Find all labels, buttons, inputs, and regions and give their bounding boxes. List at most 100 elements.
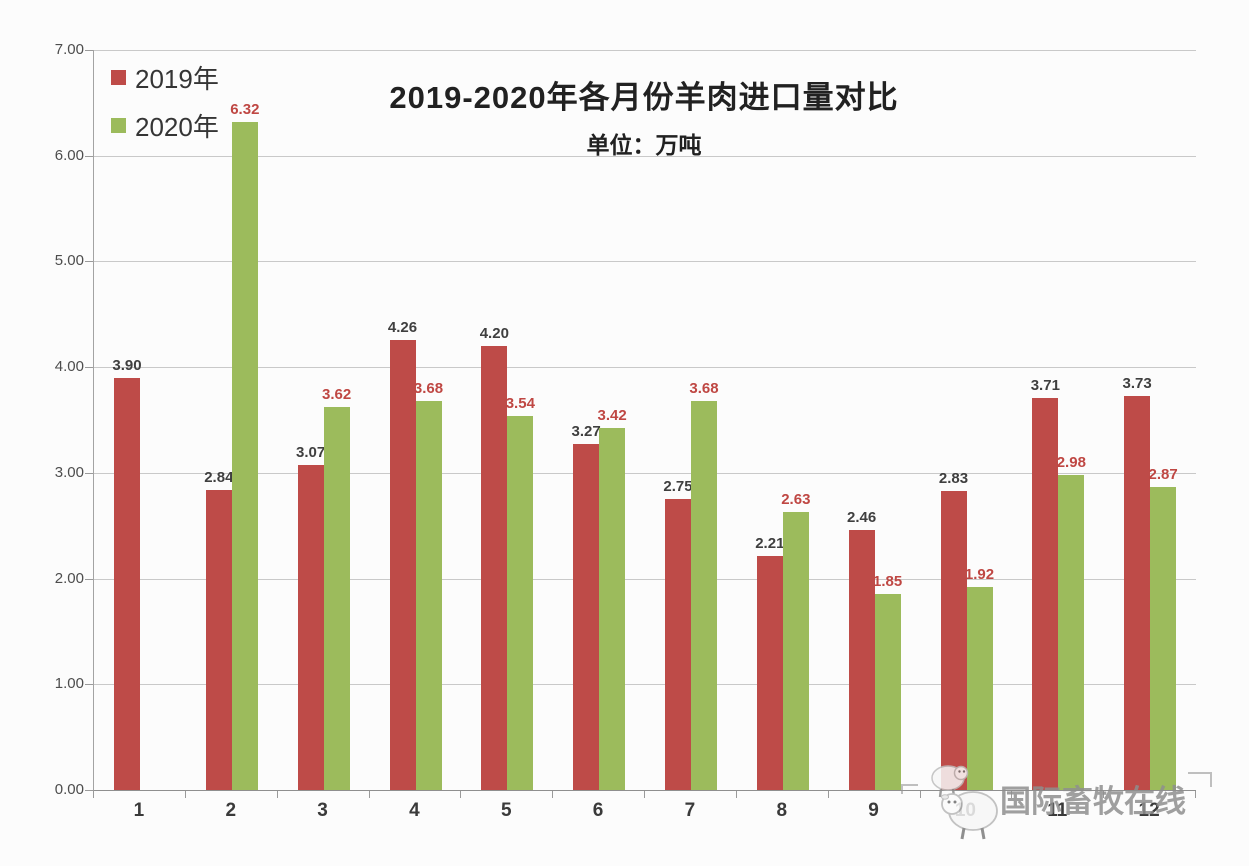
- x-axis-label-month-7: 7: [684, 800, 696, 821]
- bar-2019年-month-10: [940, 490, 967, 790]
- bar-2020年-month-11: [1058, 474, 1085, 790]
- bar-label-2020年-month-5: 3.54: [505, 394, 535, 412]
- bar-2020年-month-9: [874, 594, 901, 790]
- bar-label-2019年-month-5: 4.20: [479, 325, 509, 342]
- bar-label-2020年-month-9: 1.85: [873, 573, 903, 591]
- bar-2020年-month-6: [599, 428, 626, 790]
- bar-2020年-month-2: [231, 121, 258, 790]
- x-axis-label-month-9: 9: [868, 800, 879, 821]
- y-axis-tick: [85, 472, 93, 474]
- plot-area: 3.90 2.84 6.32 3.07 3.62 4.26 3.68 4.20 3.54 3.27…: [93, 50, 1196, 791]
- bar-label-2019年-month-7: 2.75: [663, 478, 693, 496]
- bar-group-month-2: 2.84 6.32: [186, 50, 278, 790]
- bar-group-month-3: 3.07 3.62: [278, 50, 370, 790]
- bar-group-month-12: 3.73 2.87: [1104, 50, 1196, 790]
- x-axis-label-month-12: 12: [1138, 800, 1160, 821]
- bar-label-2020年-month-12: 2.87: [1148, 465, 1178, 483]
- x-axis-tick: [1011, 791, 1013, 798]
- y-axis-tick: [85, 261, 93, 263]
- bar-label-2020年-month-7: 3.68: [689, 379, 719, 397]
- gridline: [94, 472, 1196, 474]
- x-axis-label-month-4: 4: [409, 800, 420, 821]
- gridline: [94, 684, 1196, 686]
- bar-label-2019年-month-4: 4.26: [387, 318, 418, 336]
- bar-group-month-4: 4.26 3.68: [370, 50, 462, 790]
- gridline: [94, 367, 1196, 369]
- bar-label-2019年-month-3: 3.07: [296, 444, 326, 462]
- x-axis-label-month-1: 1: [133, 800, 145, 821]
- bar-2020年-month-5: [507, 415, 534, 790]
- bar-group-month-1: 3.90: [94, 50, 186, 790]
- legend-label-2019: 2019年: [135, 64, 219, 94]
- bar-2019年-month-12: [1124, 395, 1151, 790]
- x-axis-label-month-11: 11: [1047, 800, 1068, 821]
- legend-swatch-2019-icon: [111, 70, 126, 85]
- bar-group-month-11: 3.71 2.98: [1012, 50, 1104, 790]
- x-axis-tick: [93, 791, 94, 798]
- bar-label-2019年-month-11: 3.71: [1030, 376, 1060, 394]
- bar-label-2020年-month-3: 3.62: [322, 386, 352, 404]
- bar-label-2020年-month-6: 3.42: [597, 407, 627, 425]
- bar-label-2019年-month-10: 2.83: [938, 469, 969, 487]
- bar-label-2019年-month-6: 3.27: [571, 423, 601, 441]
- bar-label-2019年-month-2: 2.84: [204, 468, 234, 486]
- x-axis-label-month-10: 10: [954, 800, 976, 821]
- bar-label-2019年-month-8: 2.21: [755, 535, 785, 553]
- x-axis-tick: [644, 791, 645, 798]
- bar-2019年-month-5: [481, 346, 508, 790]
- bar-2019年-month-2: [205, 489, 232, 790]
- bar-label-2020年-month-8: 2.63: [781, 490, 811, 508]
- bar-label-2020年-month-11: 2.98: [1056, 453, 1086, 471]
- y-axis-label: 5.00: [54, 252, 84, 270]
- legend: 2019年 2020年: [111, 64, 219, 160]
- x-axis-tick: [276, 791, 278, 798]
- bar-label-2019年-month-1: 3.90: [112, 356, 142, 374]
- y-axis-label: 0.00: [54, 781, 84, 798]
- x-axis-tick: [735, 791, 737, 798]
- bar-2019年-month-8: [756, 556, 783, 790]
- bar-group-month-7: 2.75 3.68: [645, 50, 737, 790]
- y-axis-tick: [85, 790, 93, 791]
- x-axis-tick: [919, 791, 921, 798]
- x-axis-label-month-6: 6: [592, 800, 604, 821]
- gridline: [94, 50, 1196, 51]
- legend-label-2020: 2020年: [135, 112, 219, 142]
- legend-item-2020: 2020年: [111, 112, 219, 142]
- bar-group-month-6: 3.27 3.42: [553, 50, 645, 790]
- y-axis-label: 3.00: [54, 463, 84, 481]
- x-axis-tick: [552, 791, 554, 798]
- bar-2019年-month-9: [848, 529, 875, 790]
- bar-2020年-month-4: [415, 400, 442, 790]
- y-axis-tick: [85, 578, 93, 580]
- bar-label-2020年-month-10: 1.92: [964, 566, 995, 584]
- bar-label-2019年-month-9: 2.46: [847, 508, 877, 526]
- bar-group-month-8: 2.21 2.63: [737, 50, 829, 790]
- bar-group-month-5: 4.20 3.54: [461, 50, 553, 790]
- bar-label-2020年-month-4: 3.68: [413, 379, 444, 397]
- bar-2019年-month-7: [665, 499, 691, 790]
- y-axis-label: 4.00: [54, 358, 84, 376]
- x-axis-tick: [827, 791, 829, 798]
- y-axis-label: 7.00: [54, 41, 84, 58]
- y-axis-label: 1.00: [54, 675, 84, 693]
- bar-label-2020年-month-2: 6.32: [230, 100, 260, 118]
- y-axis-tick: [85, 684, 93, 686]
- y-axis-tick: [85, 50, 93, 51]
- bar-2019年-month-11: [1032, 397, 1059, 790]
- x-axis-label-month-3: 3: [317, 800, 328, 821]
- y-axis-tick: [85, 155, 93, 157]
- legend-swatch-2020-icon: [111, 118, 126, 133]
- bar-2019年-month-4: [389, 339, 416, 790]
- gridline: [94, 155, 1196, 157]
- bar-2019年-month-3: [297, 465, 324, 790]
- x-axis-label-month-8: 8: [776, 800, 788, 821]
- bar-2020年-month-7: [691, 400, 717, 790]
- x-axis-tick: [460, 791, 462, 798]
- bar-group-month-9: 2.46 1.85: [829, 50, 921, 790]
- gridline: [94, 578, 1196, 580]
- x-axis-tick: [184, 791, 186, 798]
- x-axis-tick: [1195, 791, 1196, 798]
- bar-2020年-month-10: [966, 587, 993, 790]
- bar-label-2019年-month-12: 3.73: [1122, 374, 1152, 392]
